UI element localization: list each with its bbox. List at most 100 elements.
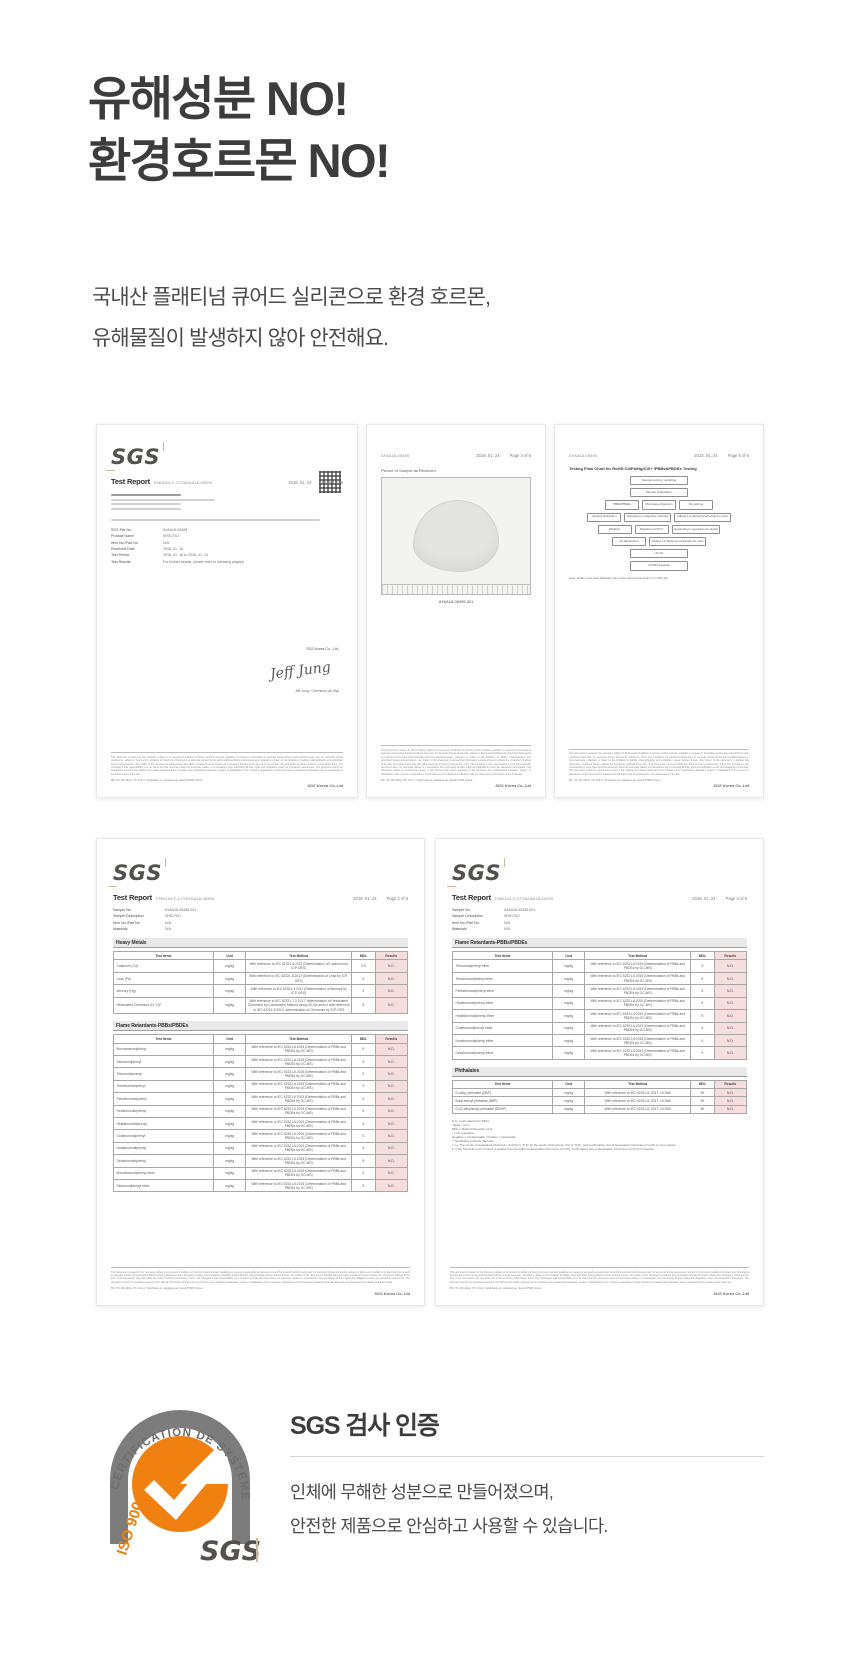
cell-method: With reference to IEC 62321-6:2015 (Dete…: [245, 1054, 353, 1069]
table-row: Pentabromobiphenyl mg/kg With reference to…: [113, 1092, 409, 1106]
cell-method: With reference to IEC 62321-5:2013 (Dete…: [245, 959, 353, 973]
picture-caption: Picture of Sample as Received: [381, 468, 436, 473]
cell-mdl: 5: [351, 1116, 376, 1131]
certificate-gallery-top: SGS Test Report F68101/LF-CTSAYAA18-0549…: [96, 424, 764, 798]
report-page-number: Page 5 of 6: [727, 453, 749, 458]
flow-node: Dissolving in Digestion Solution: [624, 512, 672, 522]
table-row: Tetrabromobiphenyl mg/kg With reference to…: [113, 1079, 409, 1094]
test-report-page-3[interactable]: SGS Test Report F69010/LF-CTSAYAA18-0549…: [435, 838, 764, 1306]
address-line: [111, 498, 216, 501]
document-footer: This document is issued by the Company s…: [111, 1267, 410, 1297]
cell-method: With reference to IEC 62321-8, 2017, GC/…: [584, 1087, 692, 1098]
cell-result: N.D.: [713, 1021, 748, 1035]
cell-method: With reference to IEC 62321-6:2015 (Dete…: [245, 1104, 353, 1118]
note-line: * e.g. The result of Hexavalent Chromium…: [452, 1143, 677, 1148]
cell-mdl: 5: [351, 1092, 376, 1106]
cell-mdl: 5: [690, 1033, 715, 1048]
cell-result: N.D.: [713, 1046, 748, 1060]
section-heading: Flame Retardants-PBBs/PBDEs: [452, 938, 747, 949]
sample-object-shape: [413, 500, 499, 572]
column-header: Test Items: [113, 951, 214, 961]
field-key: Received Date: [111, 546, 135, 551]
field-value: AYAA18-05495.001: [504, 908, 536, 912]
test-report-page-1[interactable]: SGS Test Report F68101/LF-CTSAYAA18-0549…: [96, 424, 358, 798]
cell-unit: mg/kg: [551, 1021, 586, 1035]
field-key: Product Name: [111, 534, 134, 539]
field-value: 2018. 01. 18 to 2018. 01. 24: [163, 553, 208, 558]
footer-brand: SGS Korea Co.,Ltd: [713, 783, 749, 789]
document-footer: This document is issued by the Company s…: [450, 1267, 749, 1297]
cell-test-item: Mercury (Hg): [113, 984, 214, 998]
field-value: 2018. 01. 18: [163, 546, 183, 551]
cell-result: N.D.: [374, 1116, 409, 1131]
document-footer: This document is issued by the Company s…: [381, 745, 531, 789]
cell-result: N.D.: [713, 959, 748, 973]
cell-mdl: 5: [351, 1154, 376, 1168]
field-value: N/A: [165, 920, 171, 925]
column-header: Test Items: [113, 1034, 214, 1044]
cell-test-item: Hexabromobiphenyl: [113, 1104, 214, 1118]
table-row: Pentabromodiphenyl ether mg/kg With refere…: [452, 984, 748, 998]
report-field: Item No./Part No. N/A: [452, 921, 747, 925]
field-key: Sample Description: [113, 914, 145, 919]
flow-branch-row: PBBs/PBDEs Microwave digestion Dry ashin…: [569, 500, 749, 510]
field-key: Item No./Part No.: [113, 920, 141, 925]
field-value: N/A: [504, 920, 510, 925]
sample-identifier: AYAA18-05495.001: [438, 599, 474, 604]
cell-unit: mg/kg: [212, 1092, 247, 1106]
cell-result: N.D.: [713, 971, 748, 986]
cell-test-item: Butyl benzyl phthalate (BBP): [452, 1096, 553, 1106]
cell-test-item: Hexavalent Chromium (Cr VI)*: [113, 996, 214, 1015]
test-report-page-4[interactable]: AYAA18-05495 2018. 01. 24 Page 4 of 6 Pi…: [366, 424, 546, 798]
test-report-page-5[interactable]: AYAA18-05495 2018. 01. 24 Page 5 of 6 Te…: [554, 424, 764, 798]
report-header: AYAA18-05495 2018. 01. 24 Page 5 of 6: [569, 453, 749, 458]
cell-method: With reference to IEC 62321-6:2015 (Dete…: [245, 1079, 353, 1094]
badge-arc-shape: [110, 1410, 250, 1544]
footer-disclaimer: This document is issued by the Company s…: [111, 1270, 410, 1284]
column-header: Unit: [551, 951, 586, 961]
cell-unit: mg/kg: [212, 1129, 247, 1143]
cell-mdl: 5: [351, 971, 376, 986]
note-line: b. If the Chromium (Cr) content is great…: [452, 1147, 655, 1152]
note-line: - = No regulation: [452, 1131, 475, 1136]
cell-unit: mg/kg: [212, 1178, 247, 1193]
report-field: Sample No. AYAA18-05495.001: [113, 908, 408, 912]
signer-role: Jeff Jung / Chemical Lab Mgr: [294, 689, 339, 693]
table-row: Cadmium (Cd) mg/kg With reference to IEC 6…: [113, 959, 409, 973]
report-page-number: Page 4 of 6: [509, 453, 531, 458]
cell-result: N.D.: [713, 1009, 748, 1023]
field-key: Item No./Part No.: [111, 540, 139, 545]
report-page-number: Page 2 of 6: [386, 896, 408, 901]
test-report-page-2[interactable]: SGS Test Report F69010/LF-CTSAYAA18-0549…: [96, 838, 425, 1306]
results-table-flame-retardants: Test Items Unit Test Method MDL Results …: [113, 1034, 409, 1193]
note-line: ** Qualitative analysis (No Unit): [452, 1139, 494, 1144]
table-row: Monobromodiphenyl ether mg/kg With referen…: [113, 1166, 409, 1180]
cell-test-item: Lead (Pb): [113, 971, 214, 986]
cell-method: With reference to IEC 62321-6:2015 (Dete…: [245, 1166, 353, 1180]
cell-test-item: Tetrabromodiphenyl ether: [452, 971, 553, 986]
report-reference-number: AYAA18-05495: [381, 453, 410, 458]
cell-result: N.D.: [374, 1042, 409, 1056]
footer-divider: [569, 748, 749, 750]
cell-test-item: Cadmium (Cd): [113, 959, 214, 973]
cell-unit: mg/kg: [551, 1009, 586, 1023]
field-value: SH5170U: [504, 914, 520, 919]
column-header: MDL: [351, 951, 376, 961]
cell-result: N.D.: [713, 984, 748, 998]
footer-address: 8th, 7th, 6th office, 7th, 314-4, Yangch…: [450, 1287, 542, 1291]
flow-chart-title: Testing Flow Chart for RoHS:Cd/Pb/Hg/Cr6…: [569, 466, 697, 471]
column-header: Results: [713, 951, 748, 961]
report-title: Test Report: [111, 477, 150, 486]
cell-method: With reference to IEC 62321-6:2015 (Dete…: [584, 1009, 692, 1023]
report-reference-number: F69010/LF-CTSAYAA18-05495: [494, 896, 554, 901]
cell-method: With reference to IEC 62321-6:2015 (Dete…: [245, 1116, 353, 1131]
flow-branch-row: pH adjustment Adding 1,5-diphenyl-carbaz…: [569, 536, 749, 547]
footer-divider: [450, 1267, 749, 1268]
flow-chart-note: Note: Refer to the acid digestion step o…: [569, 575, 668, 580]
report-notes: N.D. = Not detected (<MDL) mg/kg = ppm MDL…: [452, 1119, 747, 1151]
cell-unit: mg/kg: [551, 1046, 586, 1060]
column-header: MDL: [690, 951, 715, 961]
results-table-heavy-metals: Test Items Unit Test Method MDL Results …: [113, 951, 409, 1015]
cell-result: N.D.: [713, 1087, 748, 1098]
note-line: MDL = Method Detection Limit: [452, 1127, 493, 1131]
